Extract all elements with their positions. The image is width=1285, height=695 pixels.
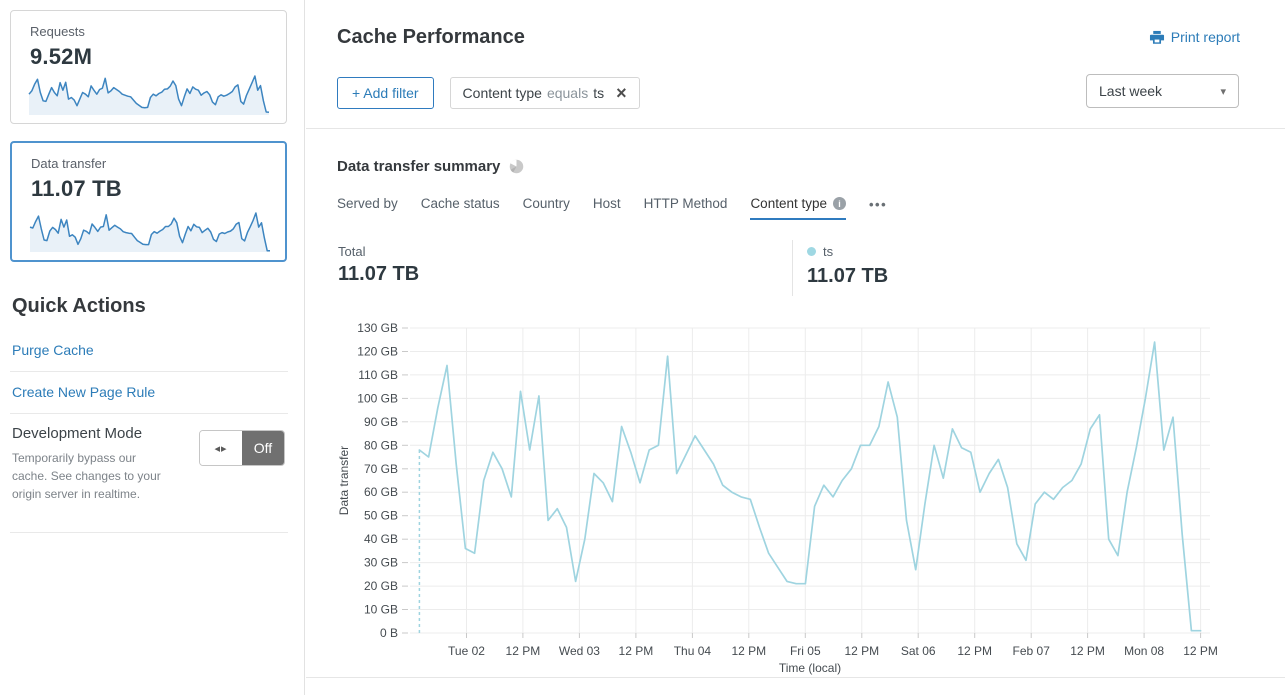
metric-card-label: Requests [30, 24, 85, 39]
series-color-dot [807, 247, 816, 256]
series-value: 11.07 TB [807, 265, 889, 287]
svg-text:12 PM: 12 PM [1070, 644, 1105, 658]
main-content: Cache Performance Print report + Add fil… [306, 0, 1285, 695]
svg-text:12 PM: 12 PM [731, 644, 766, 658]
metric-card-requests[interactable]: Requests 9.52M [10, 10, 287, 124]
tab-http-method[interactable]: HTTP Method [643, 196, 728, 211]
series-name: ts [823, 244, 834, 259]
svg-text:Mon 08: Mon 08 [1124, 644, 1164, 658]
svg-text:Feb 07: Feb 07 [1013, 644, 1051, 658]
requests-sparkline [28, 72, 270, 116]
filter-row: + Add filter Content type equals ts × [337, 77, 640, 109]
svg-text:Wed 03: Wed 03 [559, 644, 600, 658]
svg-text:70 GB: 70 GB [364, 462, 398, 476]
print-report-label: Print report [1170, 29, 1240, 45]
tab-country[interactable]: Country [522, 196, 570, 211]
svg-text:Tue 02: Tue 02 [448, 644, 485, 658]
chevron-down-icon: ▾ [1220, 85, 1226, 98]
metric-card-value: 11.07 TB [31, 176, 122, 201]
tab-served-by[interactable]: Served by [337, 196, 398, 211]
filter-chip-operator: equals [546, 85, 589, 101]
svg-text:12 PM: 12 PM [619, 644, 654, 658]
svg-text:10 GB: 10 GB [364, 603, 398, 617]
toggle-state-label: Off [242, 431, 284, 465]
svg-text:12 PM: 12 PM [957, 644, 992, 658]
quick-actions-title: Quick Actions [12, 295, 146, 317]
divider [10, 413, 288, 414]
filter-chip-value: ts [593, 85, 605, 101]
info-icon[interactable]: i [833, 197, 846, 210]
quick-actions-list: Purge Cache Create New Page Rule Develop… [10, 330, 288, 533]
filter-chip-close-icon[interactable]: × [616, 83, 627, 103]
tab-host[interactable]: Host [592, 196, 621, 211]
svg-text:0 B: 0 B [380, 626, 398, 640]
development-mode-title: Development Mode [12, 425, 143, 442]
svg-text:90 GB: 90 GB [364, 415, 398, 429]
filter-chip-content-type[interactable]: Content type equals ts × [449, 77, 640, 109]
divider [306, 677, 1285, 678]
print-report-button[interactable]: Print report [1149, 29, 1240, 45]
svg-text:12 PM: 12 PM [506, 644, 541, 658]
sidebar: Requests 9.52M Data transfer 11.07 TB Qu… [0, 0, 305, 695]
data-transfer-sparkline [29, 209, 271, 253]
svg-text:100 GB: 100 GB [357, 391, 398, 405]
development-mode-description: Temporarily bypass our cache. See change… [12, 451, 161, 501]
metric-card-data-transfer[interactable]: Data transfer 11.07 TB [10, 141, 287, 262]
svg-text:Sat 06: Sat 06 [901, 644, 936, 658]
metric-card-label: Data transfer [31, 156, 107, 171]
tab-content-type[interactable]: Content type i [750, 196, 846, 220]
page-title: Cache Performance [337, 26, 525, 48]
svg-text:50 GB: 50 GB [364, 509, 398, 523]
filter-chip-field: Content type [462, 85, 542, 101]
total-value: 11.07 TB [338, 263, 420, 285]
svg-text:12 PM: 12 PM [844, 644, 879, 658]
development-mode-section: Development Mode Temporarily bypass our … [10, 414, 288, 533]
svg-text:20 GB: 20 GB [364, 579, 398, 593]
series-legend: ts 11.07 TB [807, 244, 888, 288]
create-new-page-rule-link[interactable]: Create New Page Rule [12, 384, 156, 400]
date-range-select[interactable]: Last week ▾ [1086, 74, 1239, 108]
data-transfer-chart[interactable]: 0 B 10 GB 20 GB 30 GB 40 GB 50 GB 60 GB 70 GB 80… [336, 316, 1226, 688]
svg-text:Fri 05: Fri 05 [790, 644, 821, 658]
total-label: Total [338, 244, 366, 259]
add-filter-button[interactable]: + Add filter [337, 77, 434, 109]
svg-text:80 GB: 80 GB [364, 438, 398, 452]
more-dimensions-icon[interactable]: ••• [869, 196, 888, 212]
svg-text:60 GB: 60 GB [364, 485, 398, 499]
divider [306, 128, 1285, 129]
divider [10, 371, 288, 372]
svg-text:120 GB: 120 GB [357, 345, 398, 359]
svg-text:130 GB: 130 GB [357, 321, 398, 335]
dimension-tabs: Served by Cache status Country Host HTTP Met… [337, 196, 887, 220]
svg-text:12 PM: 12 PM [1183, 644, 1218, 658]
pie-chart-icon[interactable] [509, 159, 524, 174]
summary-title-row: Data transfer summary [337, 158, 524, 175]
tab-cache-status[interactable]: Cache status [420, 196, 500, 211]
development-mode-toggle[interactable]: ◂▸ Off [199, 430, 285, 466]
svg-text:110 GB: 110 GB [358, 368, 398, 382]
divider [792, 240, 793, 296]
purge-cache-link[interactable]: Purge Cache [12, 342, 94, 358]
svg-text:Thu 04: Thu 04 [674, 644, 712, 658]
toggle-arrows-icon: ◂▸ [200, 431, 242, 465]
divider [10, 532, 288, 533]
date-range-value: Last week [1099, 83, 1163, 99]
svg-text:Time (local): Time (local) [779, 661, 841, 675]
svg-text:Data transfer: Data transfer [337, 446, 351, 515]
metric-card-value: 9.52M [30, 44, 93, 69]
svg-text:30 GB: 30 GB [364, 556, 398, 570]
summary-title: Data transfer summary [337, 158, 501, 175]
svg-text:40 GB: 40 GB [364, 532, 398, 546]
printer-icon [1149, 30, 1165, 45]
